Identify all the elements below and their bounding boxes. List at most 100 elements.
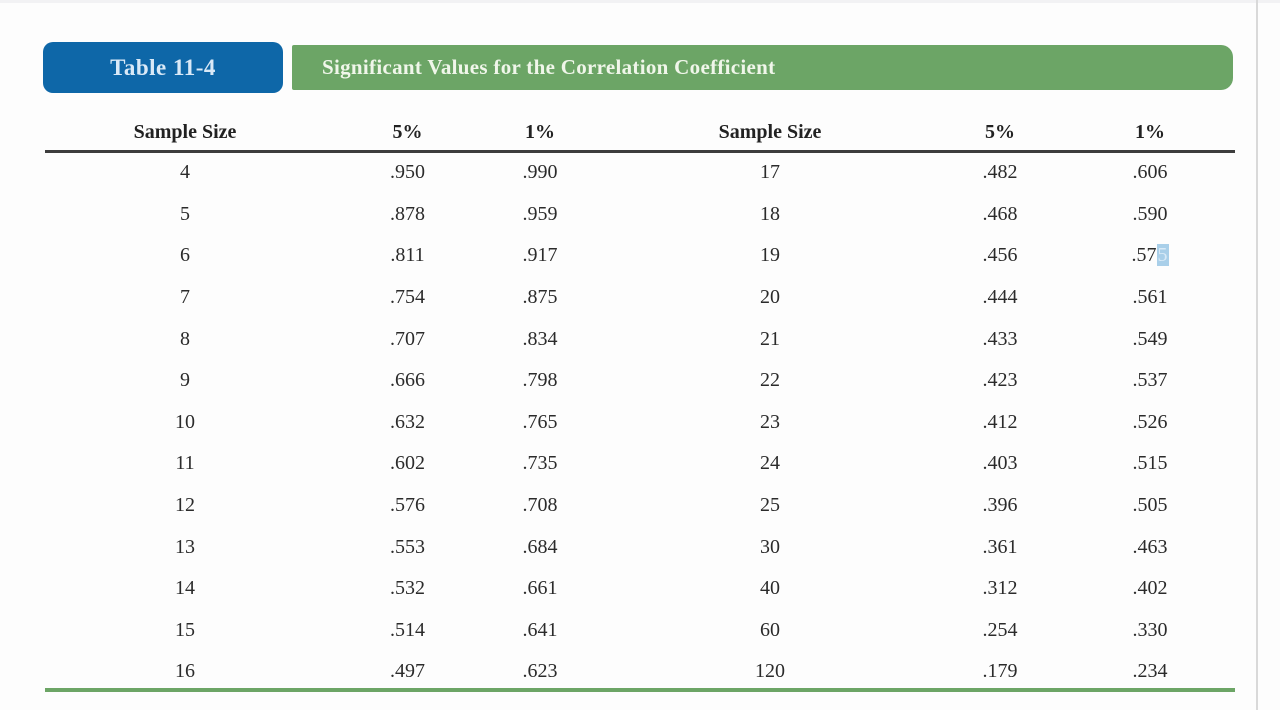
five-percent-cell: .254 xyxy=(982,618,1018,641)
sample-size-cell: 17 xyxy=(760,161,780,184)
table-row: 40 .312 .402 xyxy=(605,568,1235,610)
sample-size-cell: 60 xyxy=(760,618,780,641)
column-header-one-percent: 1% xyxy=(1135,120,1165,143)
header-separator-rule xyxy=(45,150,1235,153)
one-percent-cell: .834 xyxy=(522,327,558,350)
sample-size-cell: 18 xyxy=(760,202,780,225)
one-percent-cell: .661 xyxy=(522,577,558,600)
table-row: 13 .553 .684 xyxy=(45,526,590,568)
table-row: 12 .576 .708 xyxy=(45,485,590,527)
sample-size-cell: 8 xyxy=(180,327,190,350)
table-row: 5 .878 .959 xyxy=(45,194,590,236)
five-percent-cell: .950 xyxy=(390,161,425,184)
sample-size-cell: 6 xyxy=(180,244,190,267)
table-row: 18 .468 .590 xyxy=(605,194,1235,236)
right-half-table: Sample Size 5% 1% 17 .482 .606 18 .468 .… xyxy=(605,112,1235,693)
sample-size-cell: 20 xyxy=(760,286,780,309)
five-percent-cell: .878 xyxy=(390,202,425,225)
value-text: .57 xyxy=(1131,244,1157,267)
one-percent-cell: .735 xyxy=(522,452,558,475)
five-percent-cell: .811 xyxy=(390,244,425,267)
table-title-bar: Significant Values for the Correlation C… xyxy=(292,45,1233,90)
five-percent-cell: .312 xyxy=(982,577,1018,600)
table-row: 7 .754 .875 xyxy=(45,277,590,319)
column-header-sample-size: Sample Size xyxy=(133,120,237,143)
five-percent-cell: .179 xyxy=(982,660,1018,683)
one-percent-cell: .590 xyxy=(1132,202,1168,225)
one-percent-cell: .917 xyxy=(522,244,558,267)
table-row: 22 .423 .537 xyxy=(605,360,1235,402)
five-percent-cell: .423 xyxy=(982,369,1018,392)
sample-size-cell: 23 xyxy=(760,410,780,433)
one-percent-cell: .623 xyxy=(522,660,558,683)
sample-size-cell: 21 xyxy=(760,327,780,350)
table-row: 11 .602 .735 xyxy=(45,443,590,485)
five-percent-cell: .361 xyxy=(982,535,1018,558)
one-percent-cell: .526 xyxy=(1132,410,1168,433)
sample-size-cell: 14 xyxy=(175,577,195,600)
one-percent-cell: .537 xyxy=(1132,369,1168,392)
five-percent-cell: .576 xyxy=(390,494,425,517)
table-row: 17 .482 .606 xyxy=(605,152,1235,194)
five-percent-cell: .456 xyxy=(982,244,1018,267)
column-header-five-percent: 5% xyxy=(985,120,1015,143)
right-header-row: Sample Size 5% 1% xyxy=(605,112,1235,152)
five-percent-cell: .666 xyxy=(390,369,425,392)
sample-size-cell: 12 xyxy=(175,494,195,517)
one-percent-cell: .990 xyxy=(522,161,558,184)
five-percent-cell: .497 xyxy=(390,660,425,683)
sample-size-cell: 30 xyxy=(760,535,780,558)
table-row: 8 .707 .834 xyxy=(45,318,590,360)
selected-text-highlight: 5 xyxy=(1156,244,1169,267)
one-percent-cell: .684 xyxy=(522,535,558,558)
five-percent-cell: .412 xyxy=(982,410,1018,433)
one-percent-cell: .959 xyxy=(522,202,558,225)
five-percent-cell: .433 xyxy=(982,327,1018,350)
one-percent-cell: .798 xyxy=(522,369,558,392)
table-row: 19 .456 .575 xyxy=(605,235,1235,277)
table-row: 4 .950 .990 xyxy=(45,152,590,194)
one-percent-cell: .641 xyxy=(522,618,558,641)
table-row: 16 .497 .623 xyxy=(45,651,590,693)
sample-size-cell: 24 xyxy=(760,452,780,475)
five-percent-cell: .468 xyxy=(982,202,1018,225)
table-row: 120 .179 .234 xyxy=(605,651,1235,693)
table-row: 24 .403 .515 xyxy=(605,443,1235,485)
one-percent-cell: .875 xyxy=(522,286,558,309)
left-header-row: Sample Size 5% 1% xyxy=(45,112,590,152)
sample-size-cell: 10 xyxy=(175,410,195,433)
sample-size-cell: 120 xyxy=(755,660,785,683)
table-title: Significant Values for the Correlation C… xyxy=(322,55,776,79)
table-number-tab: Table 11-4 xyxy=(43,42,283,93)
sample-size-cell: 4 xyxy=(180,161,190,184)
table-row: 10 .632 .765 xyxy=(45,402,590,444)
sample-size-cell: 15 xyxy=(175,618,195,641)
five-percent-cell: .482 xyxy=(982,161,1018,184)
table-row: 30 .361 .463 xyxy=(605,526,1235,568)
five-percent-cell: .444 xyxy=(982,286,1018,309)
one-percent-cell: .463 xyxy=(1132,535,1168,558)
table-row: 60 .254 .330 xyxy=(605,610,1235,652)
column-header-one-percent: 1% xyxy=(525,120,555,143)
table-row: 21 .433 .549 xyxy=(605,318,1235,360)
sample-size-cell: 7 xyxy=(180,286,190,309)
column-header-sample-size: Sample Size xyxy=(718,120,822,143)
left-table-body: 4 .950 .990 5 .878 .959 6 .811 .917 7 .7… xyxy=(45,152,590,693)
table-row: 23 .412 .526 xyxy=(605,402,1235,444)
one-percent-cell: .234 xyxy=(1132,660,1168,683)
sample-size-cell: 9 xyxy=(180,369,190,392)
one-percent-cell: .549 xyxy=(1132,327,1168,350)
sample-size-cell: 19 xyxy=(760,244,780,267)
sample-size-cell: 40 xyxy=(760,577,780,600)
five-percent-cell: .754 xyxy=(390,286,425,309)
five-percent-cell: .553 xyxy=(390,535,425,558)
table-bottom-rule xyxy=(45,688,1235,692)
one-percent-cell: .505 xyxy=(1132,494,1168,517)
one-percent-cell: .402 xyxy=(1132,577,1168,600)
five-percent-cell: .396 xyxy=(982,494,1018,517)
one-percent-cell: .330 xyxy=(1132,618,1168,641)
sample-size-cell: 22 xyxy=(760,369,780,392)
table-number-label: Table 11-4 xyxy=(110,54,216,80)
one-percent-cell: .515 xyxy=(1132,452,1168,475)
